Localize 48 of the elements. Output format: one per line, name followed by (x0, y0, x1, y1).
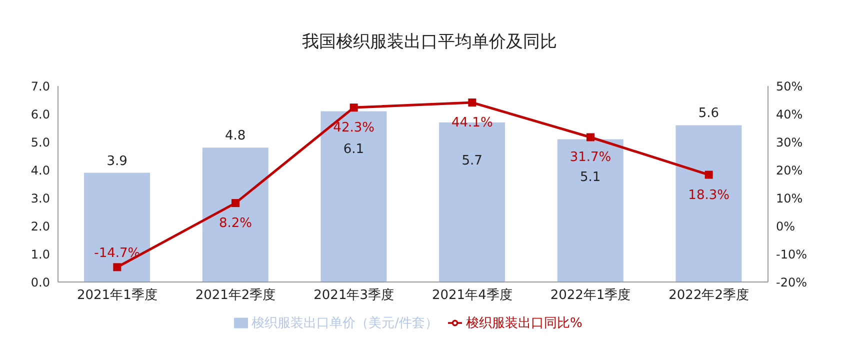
x-tick-label: 2022年1季度 (550, 287, 631, 304)
x-tick-label: 2021年1季度 (76, 287, 158, 304)
bar (320, 111, 387, 282)
data-label: 4.8 (225, 128, 246, 144)
y-tick-label: 3.0 (30, 191, 50, 206)
bar (202, 148, 268, 282)
data-label: 5.6 (698, 106, 720, 122)
bar (84, 172, 150, 282)
data-label: 8.2% (218, 216, 252, 232)
legend-label: 梭织服装出口单价（美元/件套） (252, 316, 438, 331)
y-tick-label: 1.0 (30, 247, 50, 262)
y2-tick-label: -20% (776, 275, 808, 290)
x-tick-label: 2022年2季度 (668, 287, 750, 304)
y2-tick-label: 40% (776, 107, 803, 122)
y2-tick-label: -10% (776, 247, 808, 262)
y-tick-label: 7.0 (30, 79, 50, 94)
data-label: 5.1 (580, 170, 601, 186)
point (586, 133, 594, 142)
y2-tick-label: 20% (776, 163, 803, 178)
y-tick-label: 0.0 (30, 275, 50, 290)
y-tick-label: 5.0 (30, 135, 50, 150)
data-label: 3.9 (106, 154, 128, 169)
data-label: 6.1 (343, 142, 364, 158)
y2-tick-label: 50% (776, 79, 803, 94)
data-label: 44.1% (452, 116, 493, 131)
y2-tick-label: 0% (776, 219, 796, 234)
data-label: 18.3% (688, 188, 730, 203)
y2-tick-label: 10% (776, 191, 803, 206)
data-label: -14.7% (94, 246, 140, 262)
y2-tick-label: 30% (776, 135, 803, 150)
point (350, 104, 358, 112)
x-tick-label: 2021年4季度 (432, 287, 512, 304)
bar (676, 125, 742, 282)
x-tick-label: 2021年2季度 (195, 287, 276, 304)
x-tick-label: 2021年3季度 (314, 287, 394, 304)
chart-title: 我国梭织服装出口平均单价及同比 (301, 31, 558, 54)
data-label: 5.7 (462, 153, 482, 168)
point (704, 170, 713, 179)
y-tick-label: 4.0 (30, 163, 50, 178)
data-label: 31.7% (570, 150, 612, 166)
bar (557, 139, 624, 282)
data-label: 42.3% (333, 120, 374, 136)
y-tick-label: 6.0 (30, 107, 50, 122)
legend-label: 梭织服装出口同比% (466, 316, 582, 331)
y-tick-label: 2.0 (30, 219, 50, 234)
point (468, 98, 476, 107)
point (113, 263, 122, 272)
point (232, 199, 240, 208)
